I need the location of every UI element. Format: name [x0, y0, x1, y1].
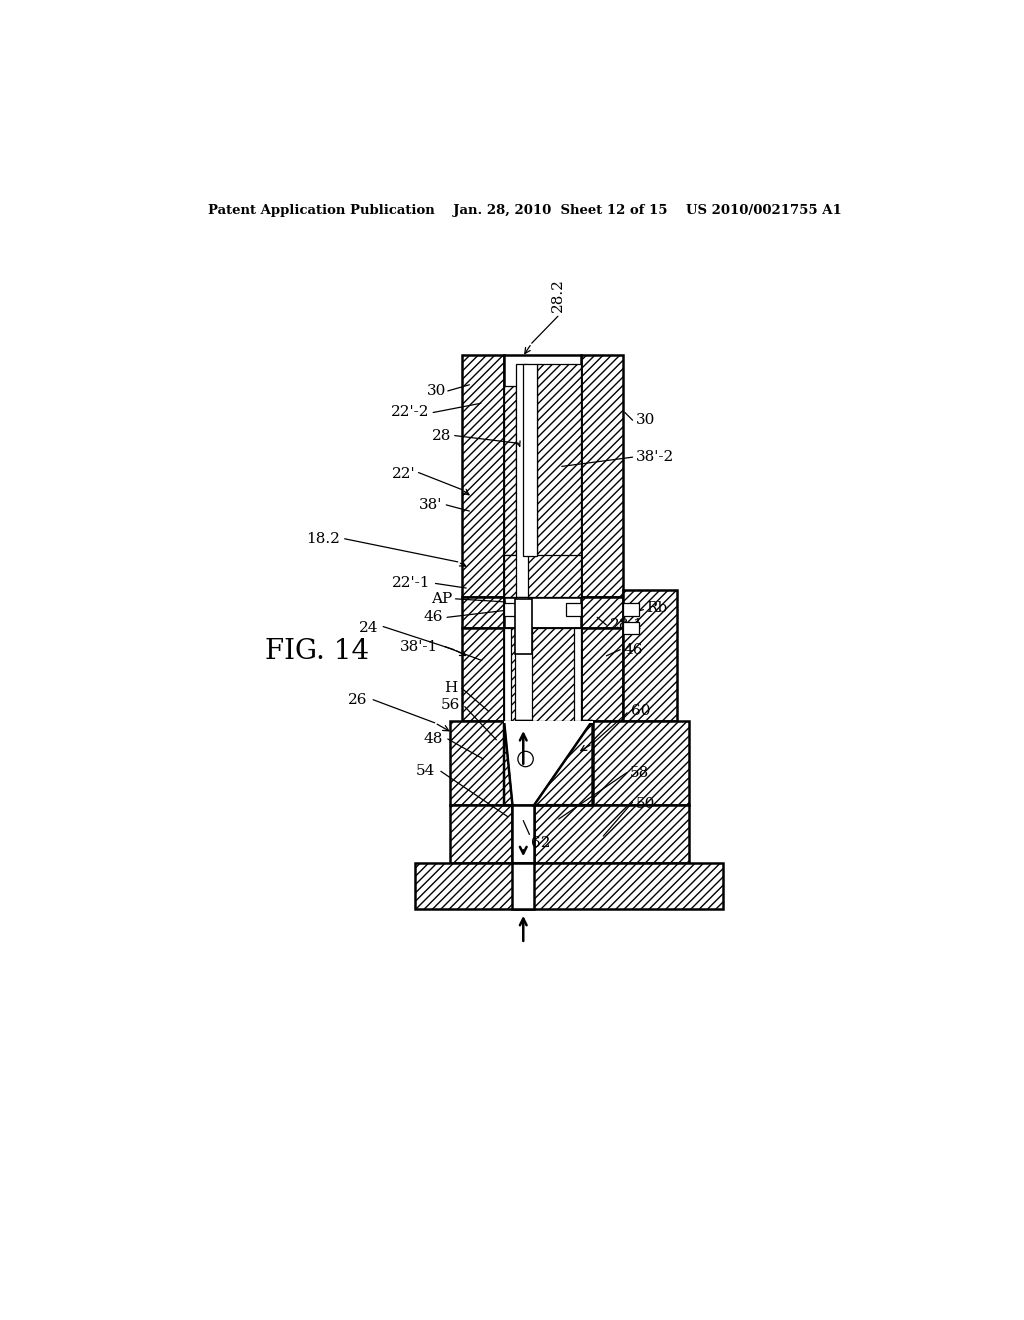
Bar [624, 622, 639, 635]
Bar [504, 628, 515, 721]
Bar [624, 590, 677, 721]
Bar [504, 554, 581, 597]
Bar [462, 597, 504, 628]
Text: 56: 56 [440, 698, 460, 711]
Bar [504, 721, 593, 723]
Bar [523, 364, 538, 557]
Text: 50: 50 [636, 797, 655, 810]
Bar [512, 805, 535, 863]
Text: 28: 28 [431, 429, 451, 442]
Bar [515, 599, 531, 655]
Text: 38': 38' [419, 498, 442, 512]
Text: 22'-2: 22'-2 [391, 405, 429, 420]
Text: 60: 60 [631, 705, 650, 718]
Bar [531, 628, 581, 721]
Polygon shape [535, 721, 593, 805]
Bar [512, 863, 535, 909]
Text: 28.2: 28.2 [551, 279, 565, 313]
Text: 38'-2: 38'-2 [636, 450, 674, 465]
Text: FIG. 14: FIG. 14 [265, 638, 370, 665]
Bar [504, 597, 581, 628]
Bar [581, 597, 624, 628]
Text: 22'-1: 22'-1 [392, 577, 431, 590]
Bar [515, 364, 528, 597]
Text: 46: 46 [424, 610, 443, 624]
Bar [581, 355, 624, 597]
Bar [624, 603, 639, 615]
Bar [451, 805, 512, 863]
Bar [416, 863, 724, 909]
Bar [451, 721, 504, 805]
Bar [593, 721, 689, 805]
Text: 22': 22' [392, 467, 416, 480]
Bar [515, 597, 528, 628]
Text: H: H [444, 681, 458, 696]
Bar [581, 628, 624, 721]
Text: 26: 26 [348, 693, 368, 708]
Bar [504, 385, 515, 554]
Text: 38'-1: 38'-1 [400, 640, 438, 653]
Text: 54: 54 [416, 764, 435, 779]
Bar [504, 628, 511, 721]
Bar [462, 355, 504, 597]
Text: 30: 30 [427, 384, 446, 397]
Polygon shape [504, 721, 512, 805]
Text: 46: 46 [624, 643, 643, 656]
Bar [574, 628, 581, 721]
Text: Patent Application Publication    Jan. 28, 2010  Sheet 12 of 15    US 2010/00217: Patent Application Publication Jan. 28, … [208, 205, 842, 218]
Bar [462, 628, 504, 721]
Bar [504, 603, 519, 615]
Bar [538, 364, 581, 557]
Text: 62: 62 [531, 836, 551, 850]
Text: Rb: Rb [646, 601, 668, 615]
Text: 58: 58 [630, 766, 649, 780]
Bar [535, 805, 689, 863]
Text: 28.1: 28.1 [609, 618, 643, 632]
Text: 18.2: 18.2 [306, 532, 340, 545]
Text: AP: AP [431, 591, 453, 606]
Bar [565, 603, 581, 615]
Text: 30: 30 [636, 413, 655, 428]
Bar [504, 355, 581, 597]
Text: 24: 24 [359, 622, 379, 635]
Text: 48: 48 [424, 733, 443, 746]
Polygon shape [504, 721, 593, 805]
Circle shape [518, 751, 534, 767]
Bar [504, 628, 581, 721]
